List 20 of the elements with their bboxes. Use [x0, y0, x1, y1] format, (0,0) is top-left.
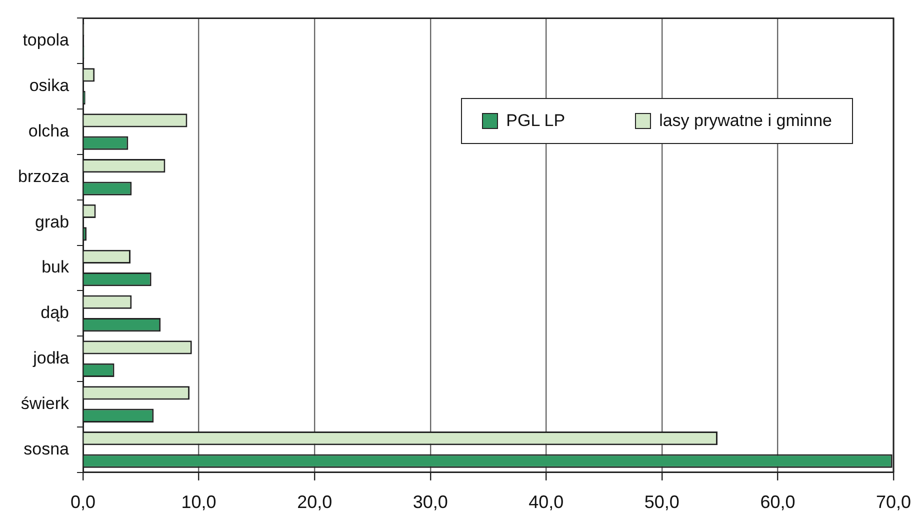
legend-label: lasy prywatne i gminne	[659, 111, 832, 131]
y-tick-label: dąb	[40, 303, 70, 322]
x-tick-label: 0,0	[70, 492, 96, 512]
legend-label: PGL LP	[506, 111, 566, 131]
x-tick-label: 50,0	[644, 492, 680, 512]
y-tick-label: sosna	[24, 439, 70, 458]
x-tick-label: 10,0	[181, 492, 216, 512]
y-tick-label: osika	[29, 76, 70, 96]
x-tick-label: 60,0	[760, 492, 796, 512]
x-tick-label: 30,0	[412, 492, 448, 512]
y-tick-label: brzoza	[18, 166, 70, 186]
y-tick-label: świerk	[20, 394, 70, 413]
y-tick-label: jodła	[32, 348, 70, 368]
x-tick-label: 70,0	[876, 492, 912, 512]
y-tick-label: buk	[42, 258, 70, 277]
y-tick-label: topola	[22, 30, 70, 50]
x-tick-label: 40,0	[528, 492, 564, 512]
x-tick-label: 20,0	[297, 492, 332, 512]
y-tick-label: grab	[34, 212, 70, 232]
y-tick-label: olcha	[28, 121, 70, 140]
